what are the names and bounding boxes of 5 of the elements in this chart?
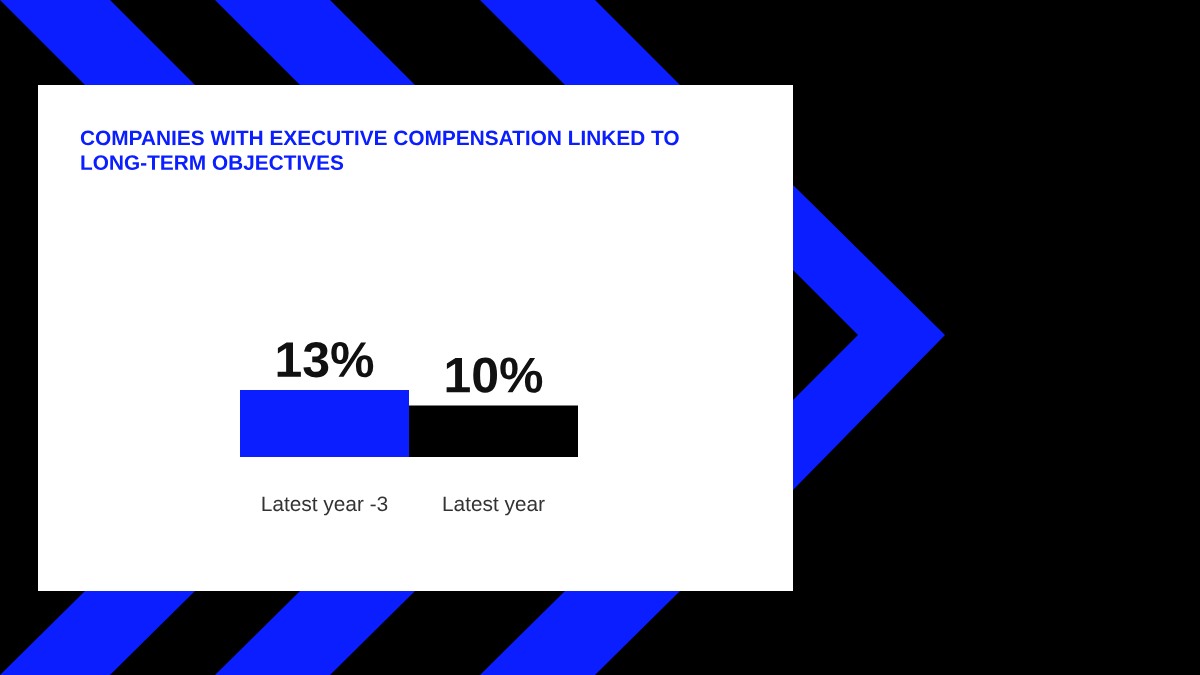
x-tick-label: Latest year -3 — [262, 496, 388, 516]
data-label: 10% — [446, 357, 543, 393]
data-label: 13% — [277, 341, 374, 378]
x-tick-label: Latest year — [443, 496, 545, 516]
chart-title: COMPANIES WITH EXECUTIVE COMPENSATION LINKED TO LONG-TERM OBJECTIVES — [80, 130, 679, 171]
